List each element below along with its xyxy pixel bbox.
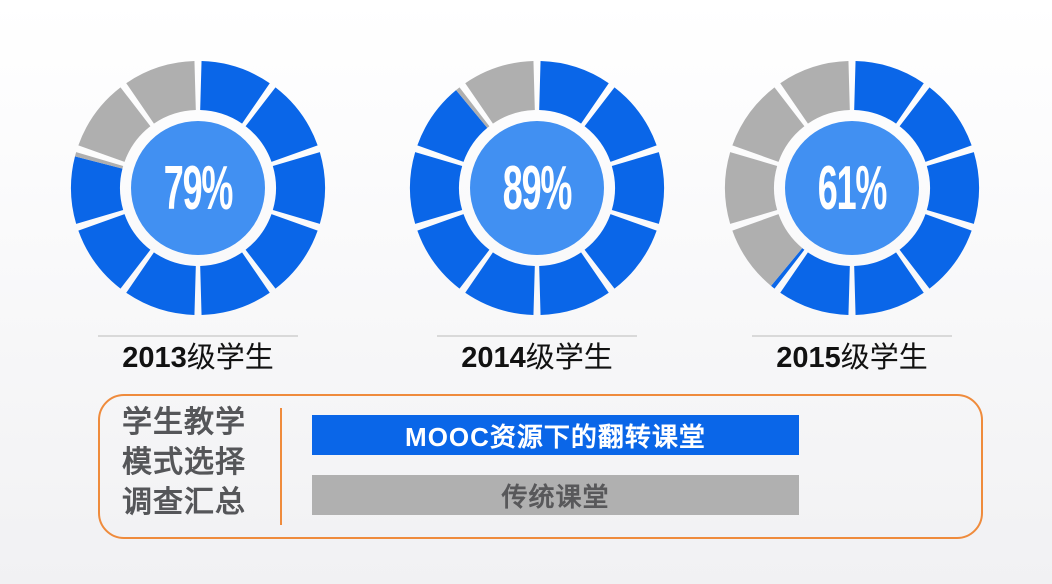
donut-rings [725,61,979,315]
donut-chart-2013 [68,58,328,318]
traditional-classroom-label: 传统课堂 [501,481,610,512]
caption-suffix: 级学生 [525,342,613,374]
caption-divider-line [98,335,298,337]
caption-divider-line [752,335,952,337]
donut-chart-group-2013: 79% 2013级学生 [68,58,328,388]
summary-title: 学生教学 模式选择 调查汇总 [122,403,246,523]
donut-chart-2015 [722,58,982,318]
summary-title-line-1: 学生教学 [122,406,246,439]
donut-rings [71,61,325,315]
summary-divider-line [280,408,282,525]
flipped-classroom-label: MOOC资源下的翻转课堂 [405,421,706,452]
traditional-classroom-legend-bar: 传统课堂 [312,475,799,515]
summary-box: 学生教学 模式选择 调查汇总 MOOC资源下的翻转课堂 传统课堂 [98,394,983,539]
caption-year: 2015 [776,342,841,374]
caption-year: 2013 [122,342,187,374]
caption-divider-line [437,335,637,337]
donut-chart-group-2015: 61% 2015级学生 [722,58,982,388]
summary-title-line-3: 调查汇总 [122,486,246,519]
caption-suffix: 级学生 [840,342,928,374]
flipped-classroom-legend-bar: MOOC资源下的翻转课堂 [312,415,799,455]
chart-caption: 2015级学生 [722,341,982,375]
chart-caption: 2014级学生 [407,341,667,375]
caption-year: 2014 [461,342,526,374]
summary-title-line-2: 模式选择 [122,446,246,479]
donut-chart-2014 [407,58,667,318]
caption-suffix: 级学生 [186,342,274,374]
chart-caption: 2013级学生 [68,341,328,375]
donut-chart-group-2014: 89% 2014级学生 [407,58,667,388]
donut-rings [410,61,664,315]
